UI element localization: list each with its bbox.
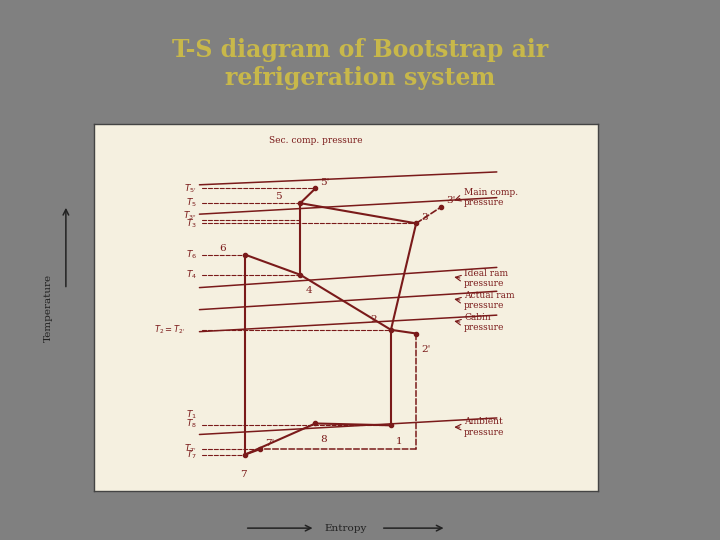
Text: 8: 8 bbox=[320, 435, 327, 444]
Text: T-S diagram of Bootstrap air
refrigeration system: T-S diagram of Bootstrap air refrigerati… bbox=[172, 38, 548, 90]
Text: Sec. comp. pressure: Sec. comp. pressure bbox=[269, 136, 362, 145]
Text: 5: 5 bbox=[275, 192, 282, 201]
Text: $T_{3''}$: $T_{3''}$ bbox=[183, 209, 197, 221]
Text: $T_3$: $T_3$ bbox=[186, 217, 197, 230]
Text: 5': 5' bbox=[320, 178, 330, 187]
Text: $T_{5'}$: $T_{5'}$ bbox=[184, 182, 197, 195]
Text: $T_1$: $T_1$ bbox=[186, 408, 197, 421]
Text: $T_8$: $T_8$ bbox=[186, 417, 197, 430]
Text: 3: 3 bbox=[421, 213, 428, 222]
Text: 6: 6 bbox=[220, 244, 226, 253]
Text: 2: 2 bbox=[371, 315, 377, 325]
Text: $T_6$: $T_6$ bbox=[186, 248, 197, 261]
Text: Temperature: Temperature bbox=[44, 274, 53, 342]
Text: 7': 7' bbox=[265, 438, 274, 448]
Text: $T_4$: $T_4$ bbox=[186, 268, 197, 281]
Text: 4: 4 bbox=[305, 286, 312, 295]
Text: Actual ram
pressure: Actual ram pressure bbox=[464, 291, 515, 310]
Text: $T_{7'}$: $T_{7'}$ bbox=[184, 443, 197, 455]
Text: $T_7$: $T_7$ bbox=[186, 448, 197, 461]
Text: $T_5$: $T_5$ bbox=[186, 197, 197, 210]
Text: Entropy: Entropy bbox=[325, 524, 366, 532]
Text: $T_2 = T_{2'}$: $T_2 = T_{2'}$ bbox=[154, 323, 186, 336]
Text: Cabin
pressure: Cabin pressure bbox=[464, 313, 505, 332]
Text: Ideal ram
pressure: Ideal ram pressure bbox=[464, 269, 508, 288]
Text: 1: 1 bbox=[396, 437, 402, 445]
Text: 2': 2' bbox=[421, 345, 431, 354]
Text: 3': 3' bbox=[446, 196, 456, 205]
Text: Main comp.
pressure: Main comp. pressure bbox=[464, 188, 518, 207]
Text: 7: 7 bbox=[240, 470, 246, 479]
Text: Ambient
pressure: Ambient pressure bbox=[464, 417, 505, 437]
